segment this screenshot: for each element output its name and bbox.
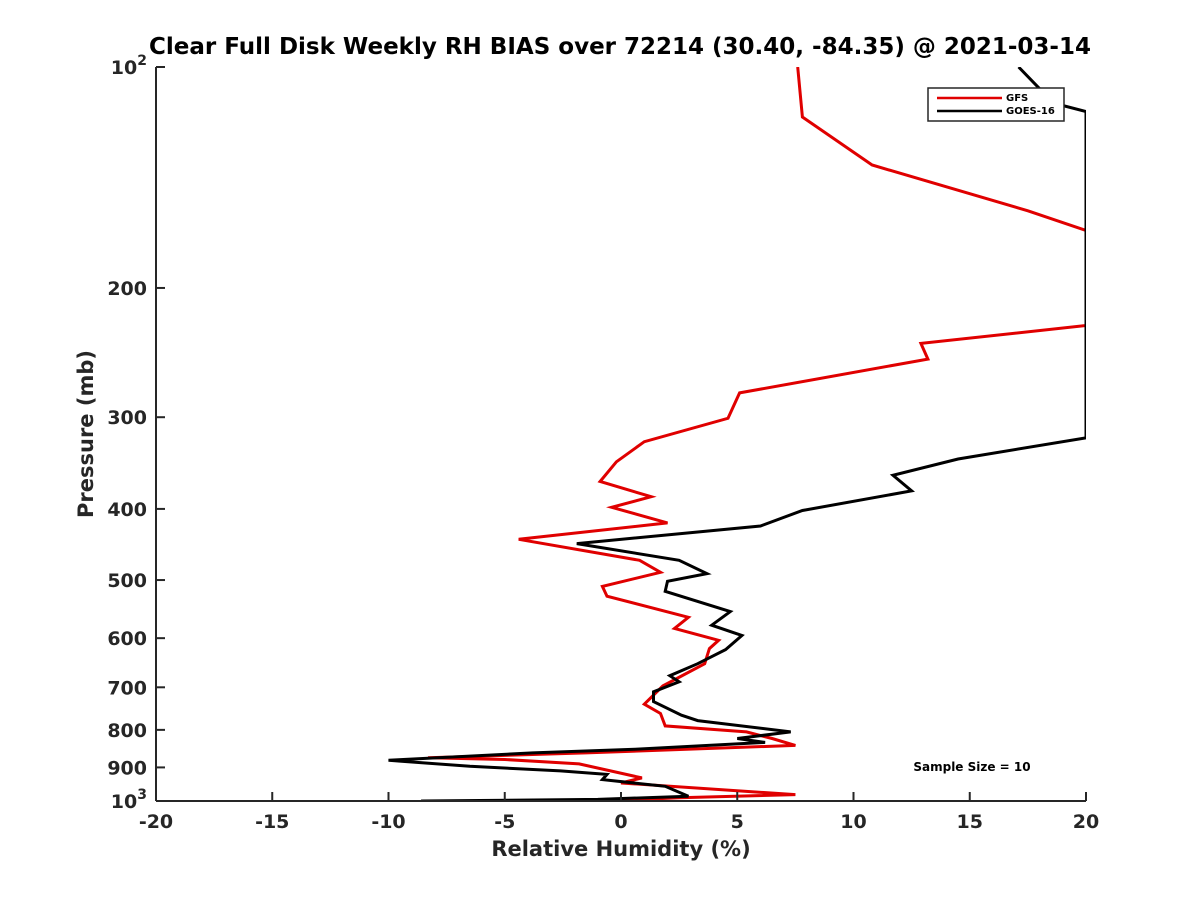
x-tick-label: -10 [371, 811, 405, 833]
series-layer [388, 67, 1086, 801]
y-tick-label: 800 [107, 720, 147, 742]
legend: GFS GOES-16 [927, 87, 1065, 122]
series-line-goes-16 [388, 67, 1086, 801]
y-tick-label: 200 [107, 278, 147, 300]
x-tick-label: 0 [614, 811, 627, 833]
legend-box [927, 87, 1065, 122]
x-tick-label: -5 [494, 811, 515, 833]
x-tick-label: 15 [957, 811, 983, 833]
plot-area: -20 -15 -10 -5 0 5 10 15 20 102 200 300 400 500 600 70… [107, 53, 1099, 833]
y-tick-label: 300 [107, 407, 147, 429]
y-tick-label: 900 [107, 757, 147, 779]
sample-size-annotation: Sample Size = 10 [913, 760, 1030, 774]
y-tick-label: 102 [111, 53, 147, 79]
x-axis-label: Relative Humidity (%) [491, 837, 750, 861]
x-ticks: -20 -15 -10 -5 0 5 10 15 20 [139, 792, 1099, 833]
x-tick-label: 5 [731, 811, 744, 833]
chart-title: Clear Full Disk Weekly RH BIAS over 7221… [149, 34, 1091, 60]
y-tick-label: 600 [107, 628, 147, 650]
y-ticks: 102 200 300 400 500 600 700 800 900 103 [107, 53, 165, 813]
y-tick-label: 700 [107, 677, 147, 699]
y-tick-label: 400 [107, 499, 147, 521]
x-tick-label: 10 [840, 811, 866, 833]
x-tick-label: -15 [255, 811, 289, 833]
x-tick-label: -20 [139, 811, 173, 833]
y-tick-label: 103 [111, 787, 147, 813]
y-tick-label: 500 [107, 570, 147, 592]
y-axis-label: Pressure (mb) [74, 350, 98, 518]
legend-label-goes16: GOES-16 [1006, 106, 1055, 117]
legend-label-gfs: GFS [1006, 93, 1028, 104]
x-tick-label: 20 [1073, 811, 1099, 833]
